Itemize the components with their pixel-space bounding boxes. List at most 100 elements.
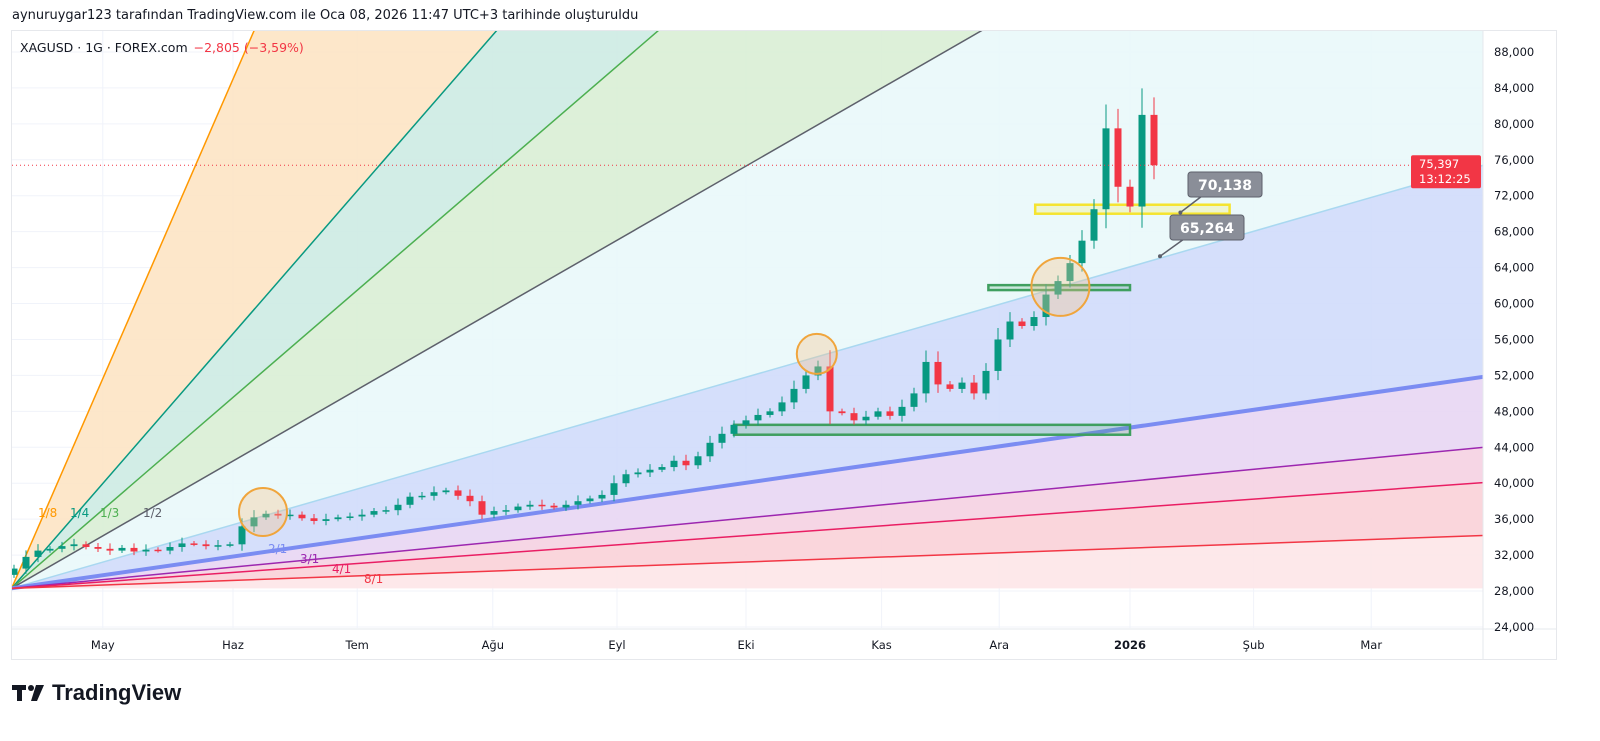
candle-body bbox=[1078, 240, 1086, 264]
candle-body bbox=[514, 506, 522, 511]
last-price-badge bbox=[1411, 155, 1481, 189]
candle-body bbox=[202, 544, 210, 547]
candle-body bbox=[70, 544, 78, 547]
candle-body bbox=[1150, 114, 1158, 166]
candle-body bbox=[130, 547, 138, 552]
callout-pointer bbox=[1159, 238, 1185, 257]
price-axis-tick: 32,000 bbox=[1494, 548, 1534, 562]
candle-body bbox=[922, 361, 930, 394]
candle-body bbox=[1018, 321, 1026, 327]
candle-body bbox=[670, 460, 678, 468]
candle-body bbox=[286, 514, 294, 517]
price-callout bbox=[1187, 171, 1263, 198]
candle-body bbox=[310, 518, 318, 521]
candle-body bbox=[838, 411, 846, 414]
candle-body bbox=[178, 543, 186, 548]
callout-anchor bbox=[1178, 210, 1183, 215]
candle-body bbox=[430, 492, 438, 496]
gann-fan-line-4-1 bbox=[12, 481, 1483, 590]
price-callout-label: 65,264 bbox=[1180, 221, 1234, 237]
gann-fan-label: 1/3 bbox=[100, 506, 119, 520]
gann-fan-label: 1/2 bbox=[143, 506, 162, 520]
candle-body bbox=[598, 494, 606, 499]
gann-fan-line-3-1 bbox=[12, 446, 1483, 590]
chart-frame[interactable] bbox=[11, 30, 1557, 660]
candle-body bbox=[358, 514, 366, 517]
last-price-value: 75,397 bbox=[1419, 157, 1459, 171]
tradingview-logo-icon bbox=[12, 685, 44, 701]
candle-body bbox=[622, 474, 630, 484]
candle-body bbox=[94, 547, 102, 549]
price-axis-tick: 28,000 bbox=[1494, 584, 1534, 598]
time-axis-tick: Ağu bbox=[482, 638, 504, 652]
gann-fan-line-1-1 bbox=[12, 164, 1483, 590]
candle-body bbox=[958, 382, 966, 389]
gann-fan-label: 4/1 bbox=[332, 562, 351, 576]
green-zone-lower bbox=[732, 423, 1132, 436]
candle-body bbox=[682, 460, 690, 466]
candle-body bbox=[718, 433, 726, 443]
candle-body bbox=[106, 548, 114, 551]
chart-attribution: aynuruygar123 tarafından TradingView.com… bbox=[12, 8, 639, 23]
candle-body bbox=[1126, 186, 1134, 207]
bar-countdown: 13:12:25 bbox=[1419, 172, 1471, 186]
candle-body bbox=[322, 519, 330, 521]
symbol-legend: XAGUSD · 1G · FOREX.com −2,805 (−3,59%) bbox=[20, 40, 304, 55]
highlight-circle bbox=[795, 332, 838, 375]
gann-fan-label: 3/1 bbox=[300, 552, 319, 566]
candle-body bbox=[982, 370, 990, 394]
candle-body bbox=[214, 545, 222, 547]
candle-body bbox=[502, 510, 510, 512]
candle-body bbox=[1090, 209, 1098, 241]
candle-body bbox=[382, 510, 390, 512]
candle-body bbox=[34, 550, 42, 557]
price-change: −2,805 (−3,59%) bbox=[193, 40, 304, 55]
time-axis-tick: Tem bbox=[345, 638, 369, 652]
candle-body bbox=[12, 568, 18, 575]
candle-body bbox=[538, 504, 546, 507]
price-callout bbox=[1169, 214, 1245, 241]
candle-body bbox=[1006, 321, 1014, 340]
candle-body bbox=[574, 501, 582, 505]
candle-body bbox=[850, 413, 858, 421]
tradingview-logo[interactable]: TradingView bbox=[12, 680, 181, 706]
time-axis-tick: Kas bbox=[871, 638, 891, 652]
price-axis-tick: 84,000 bbox=[1494, 81, 1534, 95]
candle-body bbox=[1030, 317, 1038, 327]
price-axis-tick: 64,000 bbox=[1494, 261, 1534, 275]
candle-body bbox=[454, 490, 462, 496]
candle-body bbox=[274, 513, 282, 516]
candle-body bbox=[694, 456, 702, 466]
price-axis-tick: 72,000 bbox=[1494, 189, 1534, 203]
time-axis-tick: Eyl bbox=[608, 638, 625, 652]
candle-body bbox=[166, 547, 174, 551]
candle-body bbox=[946, 384, 954, 389]
candle-body bbox=[970, 382, 978, 394]
candle-body bbox=[802, 375, 810, 389]
candle-body bbox=[262, 513, 270, 518]
gann-fan-line-8-1 bbox=[12, 534, 1483, 590]
gann-fan-line-2-1 bbox=[12, 374, 1483, 591]
price-axis-tick: 48,000 bbox=[1494, 404, 1534, 418]
price-axis-tick: 52,000 bbox=[1494, 368, 1534, 382]
price-axis-tick: 56,000 bbox=[1494, 332, 1534, 346]
candle-body bbox=[874, 411, 882, 417]
candle-body bbox=[790, 388, 798, 403]
candle-body bbox=[466, 495, 474, 502]
candle-body bbox=[1066, 263, 1074, 282]
time-axis-tick: May bbox=[91, 638, 115, 652]
candle-body bbox=[730, 424, 738, 434]
candle-body bbox=[562, 504, 570, 508]
callout-anchor bbox=[1158, 254, 1162, 259]
candle-body bbox=[82, 544, 90, 548]
time-axis-tick: Eki bbox=[737, 638, 754, 652]
highlight-circle bbox=[238, 486, 288, 537]
candle-body bbox=[886, 411, 894, 416]
plot-area: 1/8 1/4 1/3 1/2 2/1 3/1 4/1 8/1 70,138 65,264 bbox=[12, 31, 1483, 628]
candle-body bbox=[1054, 281, 1062, 295]
price-axis-tick: 24,000 bbox=[1494, 620, 1534, 634]
candle-body bbox=[658, 467, 666, 470]
candle-body bbox=[118, 547, 126, 551]
candle-body bbox=[334, 517, 342, 520]
